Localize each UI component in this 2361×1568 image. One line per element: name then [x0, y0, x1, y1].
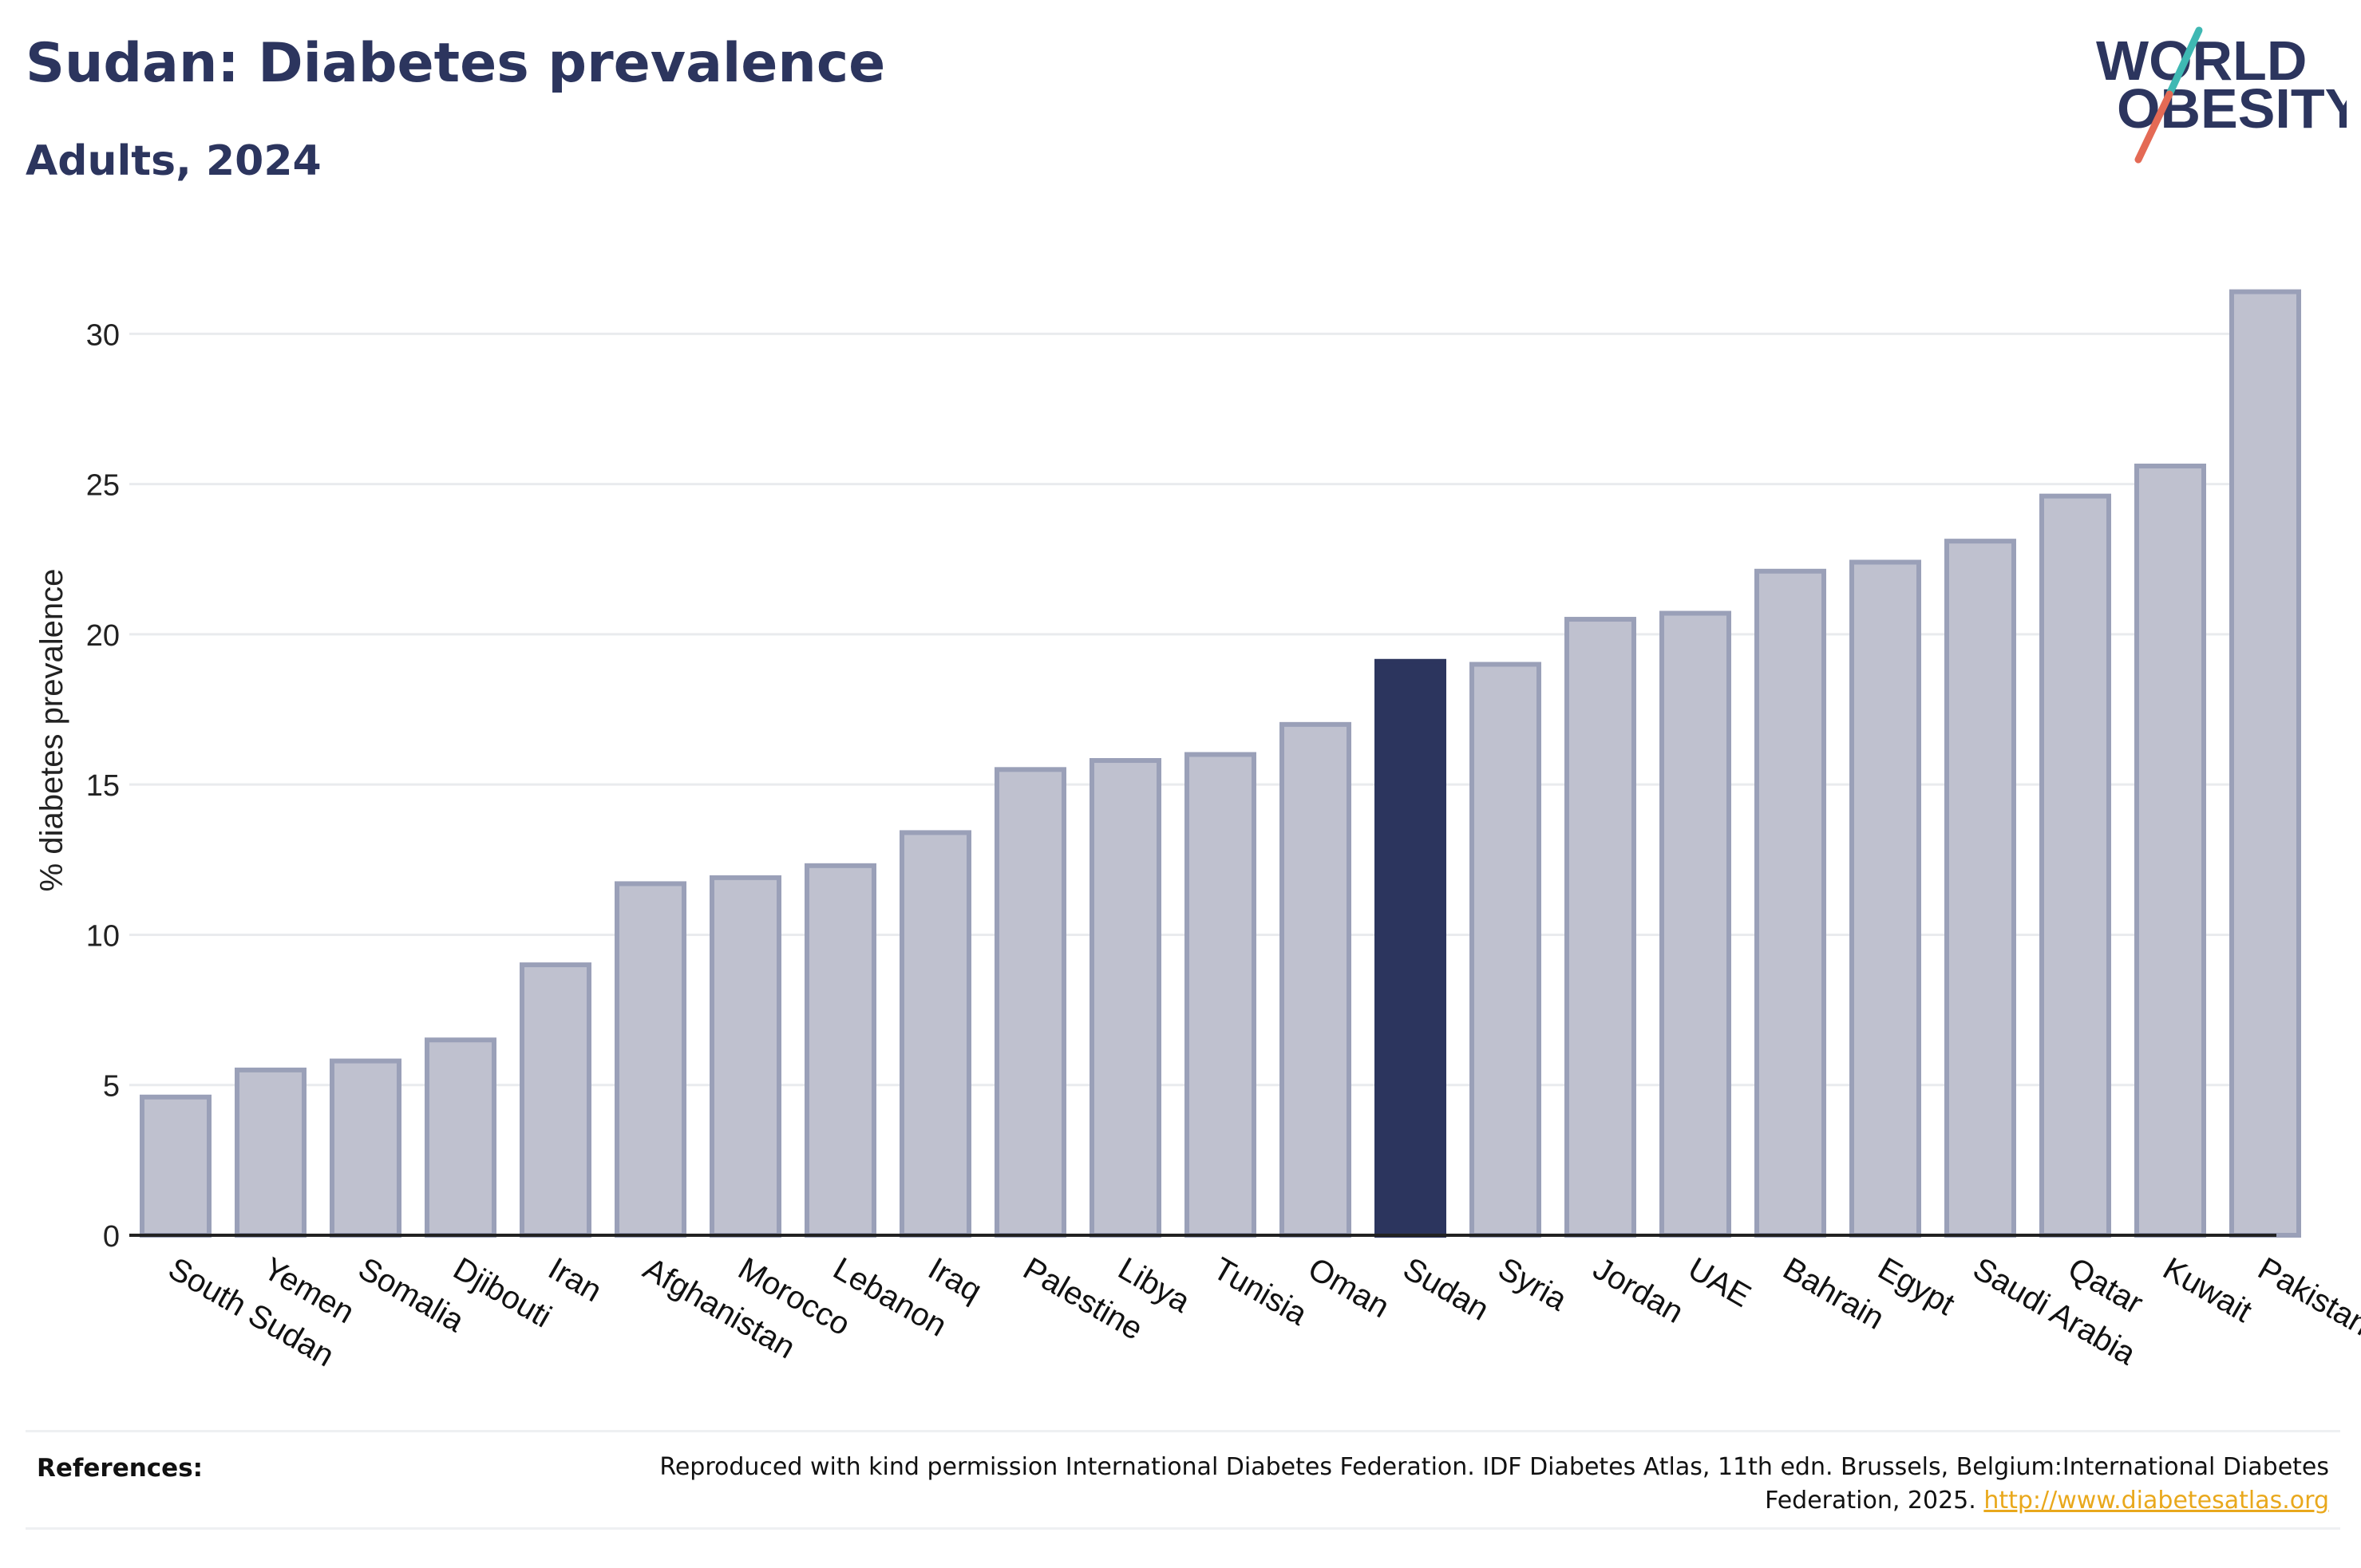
x-tick-label: Sudan — [1398, 1251, 1495, 1328]
bars — [140, 289, 2301, 1238]
x-tick-label: Syria — [1493, 1251, 1574, 1318]
y-tick-label: 10 — [86, 919, 120, 953]
x-tick-label: Djibouti — [448, 1251, 558, 1335]
bar-afghanistan — [615, 881, 686, 1238]
bar-sudan — [1374, 658, 1446, 1238]
chart-subtitle: Adults, 2024 — [26, 137, 322, 185]
bar-saudi-arabia — [1944, 539, 2016, 1238]
references-label: References: — [37, 1454, 204, 1483]
bar-south-sudan — [140, 1094, 212, 1238]
y-tick-labels: 0 5 10 15 20 25 30 — [86, 318, 120, 1254]
y-tick-label: 5 — [103, 1070, 120, 1104]
logo-slash-coral — [2134, 90, 2173, 164]
y-tick-label: 25 — [86, 469, 120, 503]
footer-divider-bottom — [26, 1527, 2340, 1530]
bar-jordan — [1564, 617, 1636, 1238]
x-tick-label: Kuwait — [2157, 1251, 2258, 1329]
bar-syria — [1469, 662, 1541, 1238]
bar-iran — [520, 962, 591, 1238]
x-tick-label: Bahrain — [1778, 1251, 1890, 1337]
bar-tunisia — [1184, 752, 1256, 1238]
x-tick-label: Tunisia — [1208, 1251, 1314, 1333]
bar-oman — [1279, 721, 1351, 1238]
y-tick-label: 20 — [86, 619, 120, 653]
bar-iraq — [900, 830, 971, 1238]
bar-qatar — [2039, 493, 2111, 1238]
bar-djibouti — [425, 1037, 496, 1238]
y-tick-label: 15 — [86, 769, 120, 803]
bar-pakistan — [2229, 289, 2301, 1238]
y-tick-label: 0 — [103, 1220, 120, 1254]
references-text: Reproduced with kind permission Internat… — [607, 1451, 2329, 1518]
bar-bahrain — [1754, 568, 1826, 1238]
x-tick-label: Somalia — [353, 1251, 471, 1340]
x-tick-label: Iran — [543, 1251, 608, 1309]
bar-somalia — [330, 1058, 401, 1238]
x-tick-label: Jordan — [1588, 1251, 1690, 1330]
y-tick-label: 30 — [86, 318, 120, 352]
logo-slash-teal — [2165, 26, 2203, 98]
footer-divider-top — [26, 1430, 2340, 1432]
bar-kuwait — [2134, 464, 2206, 1238]
x-tick-label: Pakistan — [2252, 1251, 2361, 1343]
chart-title: Sudan: Diabetes prevalence — [26, 32, 886, 95]
x-tick-label: UAE — [1683, 1251, 1757, 1314]
bar-uae — [1659, 610, 1731, 1238]
bar-chart: 0 5 10 15 20 25 30 South SudanYemenSomaliaDjib… — [34, 289, 2361, 1374]
x-tick-label: Oman — [1303, 1251, 1395, 1325]
bar-libya — [1090, 758, 1161, 1238]
bar-lebanon — [805, 863, 876, 1238]
x-tick-label: Iraq — [923, 1251, 988, 1309]
diabetes-atlas-link[interactable]: http://www.diabetesatlas.org — [1983, 1487, 2329, 1515]
world-obesity-logo: WORLD OBESITY — [2096, 26, 2347, 164]
references-body: Reproduced with kind permission Internat… — [659, 1453, 2329, 1515]
bar-egypt — [1849, 559, 1921, 1238]
y-axis-label: % diabetes prevalence — [34, 569, 69, 892]
bar-palestine — [995, 767, 1066, 1238]
logo-line-world: WORLD — [2096, 30, 2307, 92]
bar-yemen — [235, 1067, 306, 1238]
bar-morocco — [710, 875, 781, 1238]
